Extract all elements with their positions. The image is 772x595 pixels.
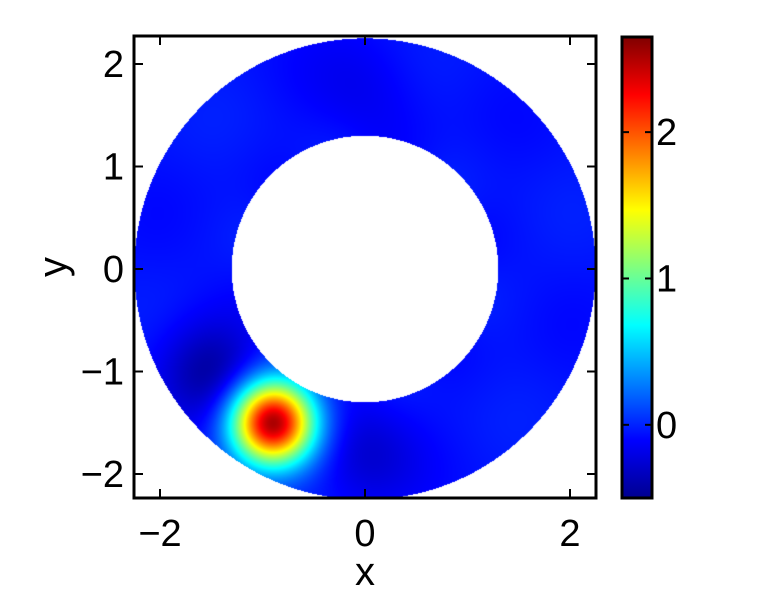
colorbar-gradient — [622, 37, 652, 498]
colorbar-tick-label: 2 — [656, 112, 677, 154]
y-axis-ticks: −2 −1 0 1 2 — [81, 44, 596, 496]
x-tick-label: −2 — [138, 513, 181, 555]
colorbar-tick-label: 1 — [656, 258, 677, 300]
x-axis-ticks: −2 0 2 — [138, 36, 581, 555]
y-tick-label: −2 — [81, 454, 124, 496]
colorbar-ticks: 0 1 2 — [622, 112, 677, 447]
colorbar-frame — [620, 35, 654, 500]
x-tick-label: 0 — [354, 513, 375, 555]
heatmap-image — [134, 36, 596, 498]
y-tick-label: −1 — [81, 352, 124, 394]
colorbar: 0 1 2 — [620, 35, 677, 500]
colorbar-tick-label: 0 — [656, 405, 677, 447]
plot-area: −2 0 2 −2 −1 0 1 2 x y — [31, 34, 598, 594]
y-tick-label: 2 — [103, 44, 124, 86]
y-tick-label: 1 — [103, 147, 124, 189]
y-tick-label: 0 — [103, 249, 124, 291]
x-axis-label: x — [355, 550, 375, 594]
y-axis-label: y — [31, 257, 75, 277]
x-tick-label: 2 — [559, 513, 580, 555]
